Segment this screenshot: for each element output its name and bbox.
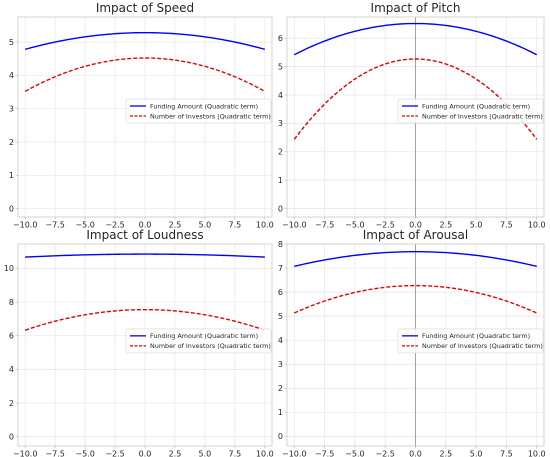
y-tick-label: 0 — [278, 204, 283, 213]
legend-label: Number of Investors (Quadratic term) — [150, 112, 271, 120]
legend-label: Funding Amount (Quadratic term) — [422, 102, 530, 110]
y-tick-label: 3 — [278, 119, 283, 128]
x-tick-label: 0.0 — [409, 221, 422, 230]
x-tick-label: 7.5 — [500, 450, 513, 457]
x-tick-label: −2.5 — [105, 450, 124, 457]
x-tick-label: −2.5 — [375, 450, 394, 457]
x-tick-label: 10.0 — [528, 221, 546, 230]
legend-box — [397, 328, 544, 354]
y-tick-label: 0 — [9, 204, 14, 213]
y-tick-label: 5 — [9, 38, 14, 47]
x-tick-label: −5.0 — [75, 450, 94, 457]
x-tick-label: −7.5 — [45, 450, 64, 457]
legend: Funding Amount (Quadratic term) Number of… — [397, 98, 544, 124]
legend-label: Funding Amount (Quadratic term) — [422, 332, 530, 340]
x-tick-label: −10.0 — [282, 450, 307, 457]
legend-label: Number of Investors (Quadratic term) — [422, 112, 543, 120]
funding-amount-line — [294, 251, 537, 268]
x-tick-label: −10.0 — [13, 221, 38, 230]
number-of-investors-line — [24, 57, 266, 92]
x-tick-label: 2.5 — [439, 221, 452, 230]
y-tick-label: 3 — [9, 104, 14, 113]
y-tick-label: 10 — [4, 264, 14, 273]
number-of-investors-line — [24, 308, 266, 331]
x-tick-label: −7.5 — [45, 221, 64, 230]
y-tick-label: 0 — [278, 432, 283, 441]
x-tick-label: 7.5 — [228, 450, 241, 457]
x-tick-label: −2.5 — [105, 221, 124, 230]
legend-label: Number of Investors (Quadratic term) — [422, 342, 543, 350]
subplot-2: −10.0 −7.5 −5.0 −2.5 0.0 2.5 5.0 7.5 10.0 0 1 2 3 4 5 6… — [278, 1, 546, 230]
x-tick-label: 10.0 — [528, 450, 546, 457]
y-tick-label: 3 — [278, 360, 283, 369]
legend: Funding Amount (Quadratic term) Number of… — [125, 328, 272, 354]
y-tick-label: 1 — [9, 171, 14, 180]
x-tick-label: 0.0 — [139, 450, 152, 457]
y-tick-label: 8 — [278, 240, 283, 249]
y-tick-label: 4 — [9, 365, 14, 374]
legend-box — [397, 98, 544, 124]
x-tick-label: −7.5 — [315, 221, 334, 230]
funding-amount-line — [25, 253, 265, 258]
y-tick-label: 7 — [278, 264, 283, 273]
x-tick-label: 2.5 — [169, 450, 182, 457]
number-of-investors-line — [293, 284, 538, 314]
legend-label: Number of Investors (Quadratic term) — [150, 342, 271, 350]
x-tick-label: 5.0 — [199, 221, 212, 230]
x-tick-label: −5.0 — [75, 221, 94, 230]
y-tick-label: 4 — [278, 91, 283, 100]
y-tick-label: 1 — [278, 176, 283, 185]
y-tick-label: 2 — [278, 148, 283, 157]
y-tick-label: 1 — [278, 408, 283, 417]
y-tick-label: 0 — [9, 433, 14, 442]
legend-box — [125, 328, 272, 354]
legend-label: Funding Amount (Quadratic term) — [150, 332, 258, 340]
x-tick-label: 5.0 — [470, 450, 483, 457]
x-tick-label: 5.0 — [199, 450, 212, 457]
x-tick-label: 7.5 — [500, 221, 513, 230]
x-tick-label: 2.5 — [439, 450, 452, 457]
subplot-title: Impact of Arousal — [363, 228, 468, 242]
x-tick-label: 2.5 — [169, 221, 182, 230]
y-tick-label: 6 — [278, 288, 283, 297]
x-tick-label: 0.0 — [409, 450, 422, 457]
y-tick-label: 6 — [278, 34, 283, 43]
y-tick-label: 2 — [9, 138, 14, 147]
funding-amount-line — [25, 31, 265, 51]
x-tick-label: 7.5 — [228, 221, 241, 230]
x-tick-label: −10.0 — [282, 221, 307, 230]
y-tick-label: 8 — [9, 298, 14, 307]
legend: Funding Amount (Quadratic term) Number of… — [125, 98, 272, 124]
y-tick-label: 5 — [278, 62, 283, 71]
y-tick-label: 4 — [278, 336, 283, 345]
x-tick-label: 5.0 — [470, 221, 483, 230]
y-tick-label: 2 — [278, 384, 283, 393]
subplot-title: Impact of Loudness — [86, 228, 203, 242]
y-tick-label: 2 — [9, 399, 14, 408]
number-of-investors-line — [293, 58, 538, 140]
funding-amount-line — [293, 22, 538, 56]
subplot-4: −10.0 −7.5 −5.0 −2.5 0.0 2.5 5.0 7.5 10.0 0 1 2 3 4 5 6… — [278, 228, 546, 457]
legend-box — [125, 98, 272, 124]
subplot-title: Impact of Speed — [96, 1, 194, 15]
x-tick-label: −10.0 — [13, 450, 38, 457]
legend-label: Funding Amount (Quadratic term) — [150, 102, 258, 110]
y-tick-label: 4 — [9, 71, 14, 80]
x-tick-label: −7.5 — [315, 450, 334, 457]
x-tick-label: 10.0 — [256, 221, 274, 230]
x-tick-label: 10.0 — [256, 450, 274, 457]
y-tick-label: 5 — [278, 312, 283, 321]
x-tick-label: 0.0 — [139, 221, 152, 230]
subplot-1: −10.0 −7.5 −5.0 −2.5 0.0 2.5 5.0 7.5 10.0 0 1 2 3 4 5 I… — [9, 1, 274, 230]
subplot-title: Impact of Pitch — [371, 1, 461, 15]
legend: Funding Amount (Quadratic term) Number of… — [397, 328, 544, 354]
subplot-3: −10.0 −7.5 −5.0 −2.5 0.0 2.5 5.0 7.5 10.0 0 2 4 6 8 10… — [4, 228, 274, 457]
x-tick-label: −2.5 — [375, 221, 394, 230]
y-tick-label: 6 — [9, 332, 14, 341]
x-tick-label: −5.0 — [345, 450, 364, 457]
x-tick-label: −5.0 — [345, 221, 364, 230]
